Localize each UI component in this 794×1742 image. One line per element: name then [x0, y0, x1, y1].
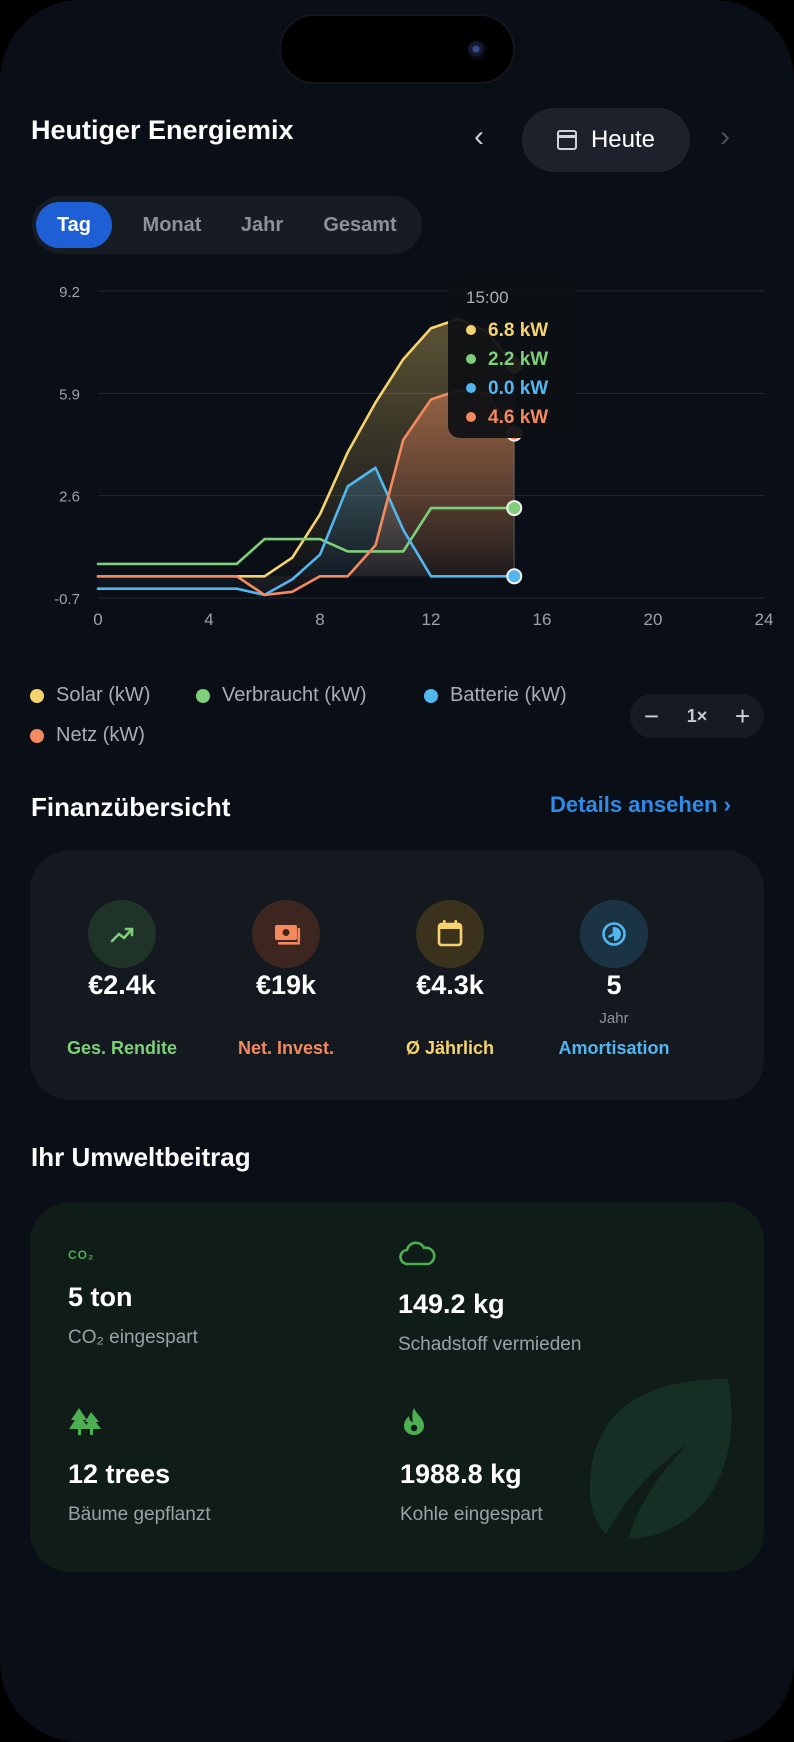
chevron-right-icon: ›	[723, 792, 731, 817]
env-item-trees: 12 trees Bäume gepflanzt	[68, 1406, 211, 1526]
y-tick-label: 5.9	[59, 386, 80, 403]
finance-value: 5	[606, 970, 622, 1000]
env-item-pollutant: 149.2 kg Schadstoff vermieden	[398, 1240, 581, 1356]
money-icon	[252, 900, 320, 968]
legend-solar[interactable]: Solar (kW)	[30, 684, 150, 707]
x-tick-label: 4	[204, 610, 213, 629]
legend-netz[interactable]: Netz (kW)	[30, 724, 145, 747]
period-tabs: Tag Monat Jahr Gesamt	[32, 196, 422, 254]
env-label: Bäume gepflanzt	[68, 1504, 211, 1525]
env-label: Schadstoff vermieden	[398, 1334, 582, 1355]
legend-batterie[interactable]: Batterie (kW)	[424, 684, 567, 707]
tooltip-time: 15:00	[466, 288, 509, 307]
chart-tooltip: 15:00 6.8 kW 2.2 kW 0.0 kW 4.6 kW	[448, 274, 576, 438]
cloud-icon	[399, 1241, 436, 1266]
legend-dot-icon	[30, 688, 44, 703]
finance-label: Ø Jährlich	[405, 1038, 495, 1058]
legend-label: Netz (kW)	[56, 724, 145, 746]
zoom-out-button[interactable]: −	[643, 700, 660, 731]
finance-label: Ges. Rendite	[66, 1038, 178, 1058]
tab-jahr[interactable]: Jahr	[240, 214, 284, 236]
fire-icon	[404, 1408, 424, 1435]
env-value: 149.2 kg	[398, 1289, 505, 1319]
tooltip-dot-icon	[466, 412, 476, 422]
legend-dot-icon	[30, 728, 44, 743]
date-label: Heute	[590, 126, 656, 153]
trending-up-icon	[88, 900, 156, 968]
details-link-label: Details ansehen	[550, 792, 718, 817]
tooltip-value: 0.0 kW	[488, 378, 548, 399]
chevron-left-icon[interactable]: ‹	[474, 120, 484, 153]
calendar-icon	[556, 130, 577, 150]
camera-icon	[467, 40, 487, 60]
tooltip-dot-icon	[466, 383, 476, 393]
series-line	[96, 466, 516, 597]
dynamic-island	[279, 14, 515, 84]
finance-sublabel: Jahr	[599, 1010, 629, 1027]
finance-label: Net. Invest.	[237, 1038, 335, 1058]
environment-title: Ihr Umweltbeitrag	[31, 1142, 251, 1172]
series-line	[96, 388, 516, 597]
zoom-in-button[interactable]: +	[734, 700, 751, 731]
finance-value: €19k	[255, 970, 317, 1000]
details-link[interactable]: Details ansehen ›	[550, 792, 731, 818]
x-tick-label: 24	[755, 610, 774, 629]
zoom-control: − 1× +	[630, 694, 764, 738]
x-tick-label: 8	[315, 610, 324, 629]
legend-label: Solar (kW)	[56, 684, 151, 706]
env-label: Kohle eingespart	[400, 1504, 543, 1525]
trees-icon	[69, 1408, 101, 1435]
calendar-icon	[416, 900, 484, 968]
env-value: 1988.8 kg	[400, 1459, 522, 1489]
legend-label: Verbraucht (kW)	[222, 684, 367, 706]
leaf-watermark-icon	[589, 1379, 732, 1539]
co2-icon: CO₂	[68, 1248, 95, 1262]
x-tick-label: 16	[533, 610, 552, 629]
finance-value: €4.3k	[416, 970, 484, 1000]
y-tick-label: 2.6	[59, 489, 80, 506]
tab-gesamt[interactable]: Gesamt	[323, 214, 397, 236]
chevron-right-icon[interactable]: ›	[720, 120, 730, 153]
zoom-level: 1×	[686, 705, 708, 726]
legend-label: Batterie (kW)	[450, 684, 567, 706]
finance-label: Amortisation	[558, 1038, 670, 1058]
legend-dot-icon	[196, 688, 210, 703]
y-tick-label: 9.2	[59, 284, 80, 301]
env-item-coal: 1988.8 kg Kohle eingespart	[400, 1406, 543, 1526]
tooltip-dot-icon	[466, 325, 476, 335]
environment-card: CO₂ 5 ton CO₂ eingespart 149.2 kg Schads…	[30, 1202, 764, 1572]
tooltip-value: 2.2 kW	[488, 349, 548, 370]
env-label: CO₂ eingespart	[68, 1327, 198, 1348]
clock-icon	[580, 900, 648, 968]
env-value: 12 trees	[68, 1459, 171, 1489]
tab-monat[interactable]: Monat	[142, 214, 202, 236]
env-value: 5 ton	[68, 1282, 133, 1312]
tooltip-value: 6.8 kW	[488, 320, 548, 341]
data-point	[506, 500, 523, 517]
finance-title: Finanzübersicht	[31, 792, 231, 822]
x-tick-label: 20	[644, 610, 663, 629]
legend-verbraucht[interactable]: Verbraucht (kW)	[196, 684, 366, 707]
legend-dot-icon	[424, 688, 438, 703]
page-title: Heutiger Energiemix	[31, 115, 294, 145]
finance-value: €2.4k	[88, 970, 156, 1000]
data-point	[506, 568, 523, 585]
date-picker-button[interactable]: Heute	[522, 108, 690, 172]
x-tick-label: 0	[93, 610, 102, 629]
x-tick-label: 12	[422, 610, 441, 629]
env-item-co2: CO₂ 5 ton CO₂ eingespart	[68, 1248, 198, 1349]
tab-tag[interactable]: Tag	[36, 202, 112, 248]
tooltip-value: 4.6 kW	[488, 407, 548, 428]
series-line	[96, 506, 516, 566]
tooltip-background	[448, 274, 576, 438]
energy-chart[interactable]: 9.2 5.9 2.6 -0.7 0 4 8 12 16 20 24 15:00 6.8 kW 2.2…	[0, 260, 794, 660]
finance-card: €2.4k Ges. Rendite €19k Net. Invest. €4.…	[30, 850, 764, 1100]
tooltip-dot-icon	[466, 354, 476, 364]
y-tick-label: -0.7	[54, 591, 80, 608]
